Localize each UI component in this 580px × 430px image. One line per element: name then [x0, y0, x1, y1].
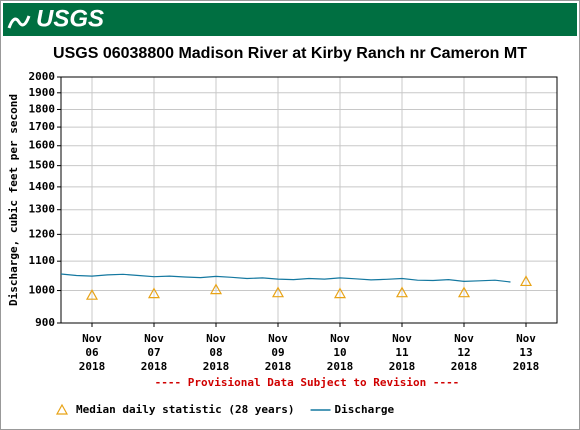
x-tick-label-line: 09: [271, 346, 284, 359]
x-tick-label: Nov 12 2018: [451, 332, 478, 373]
x-tick-label-line: 2018: [451, 360, 478, 373]
y-tick-label: 1600: [29, 139, 56, 152]
x-tick-label: Nov 08 2018: [203, 332, 230, 373]
y-tick-label: 2000: [29, 70, 56, 83]
x-tick-label-line: Nov: [82, 332, 102, 345]
plot-border: [60, 76, 558, 324]
median-marker: [519, 275, 533, 287]
x-tick-label-line: Nov: [454, 332, 474, 345]
y-tick-label: 1400: [29, 180, 56, 193]
y-tick-label: 1200: [29, 227, 56, 240]
y-tick-label: 1800: [29, 102, 56, 115]
discharge-line: [60, 273, 511, 283]
x-tick-label-line: Nov: [330, 332, 350, 345]
y-tick-label: 1100: [29, 254, 56, 267]
x-tick-label-line: 2018: [389, 360, 416, 373]
logo-wave: [7, 15, 31, 29]
logo: USGS: [36, 5, 104, 32]
provisional-note: ---- Provisional Data Subject to Revisio…: [155, 376, 460, 389]
x-tick-label-line: 2018: [203, 360, 230, 373]
x-tick-label-line: 2018: [327, 360, 354, 373]
x-tick-label-line: 10: [333, 346, 346, 359]
x-tick-label-line: 07: [147, 346, 160, 359]
x-tick-label: Nov 07 2018: [141, 332, 168, 373]
y-axis-label: Discharge, cubic feet per second: [7, 94, 20, 306]
x-tick-label-line: 11: [395, 346, 409, 359]
x-tick-label-line: Nov: [516, 332, 536, 345]
median-marker: [395, 286, 409, 298]
y-tick-label: 1500: [29, 159, 56, 172]
y-tick-label: 1300: [29, 203, 56, 216]
x-tick-label-line: 08: [209, 346, 222, 359]
x-tick-label-line: Nov: [392, 332, 412, 345]
x-tick-label-line: 2018: [513, 360, 540, 373]
median-marker: [209, 283, 223, 295]
legend-label: Median daily statistic (28 years): [76, 403, 295, 416]
header-bar: [3, 3, 577, 36]
x-tick-label-line: Nov: [144, 332, 164, 345]
x-tick-label: Nov 11 2018: [389, 332, 416, 373]
legend-label: Discharge: [335, 403, 395, 416]
x-tick-label-line: Nov: [268, 332, 288, 345]
x-tick-label-line: 06: [85, 346, 99, 359]
x-tick-label: Nov 06 2018: [79, 332, 106, 373]
x-tick-label: Nov 10 2018: [327, 332, 354, 373]
x-tick-label-line: 12: [457, 346, 470, 359]
legend-marker: [55, 403, 69, 415]
y-tick-label: 1900: [29, 86, 56, 99]
x-tick-label: Nov 09 2018: [265, 332, 292, 373]
y-tick-label: 1700: [29, 120, 56, 133]
median-marker: [457, 286, 471, 298]
median-marker: [85, 288, 99, 300]
x-tick-label-line: 2018: [265, 360, 292, 373]
x-tick-label-line: 13: [519, 346, 532, 359]
median-marker: [333, 287, 347, 299]
y-tick-label: 900: [35, 316, 55, 329]
median-marker: [147, 287, 161, 299]
x-tick-label-line: 2018: [141, 360, 168, 373]
x-tick-label-line: 2018: [79, 360, 106, 373]
x-tick-label: Nov 13 2018: [513, 332, 540, 373]
y-tick-label: 1000: [29, 284, 56, 297]
median-marker: [271, 286, 285, 298]
x-tick-label-line: Nov: [206, 332, 226, 345]
chart-title: USGS 06038800 Madison River at Kirby Ran…: [53, 45, 527, 62]
